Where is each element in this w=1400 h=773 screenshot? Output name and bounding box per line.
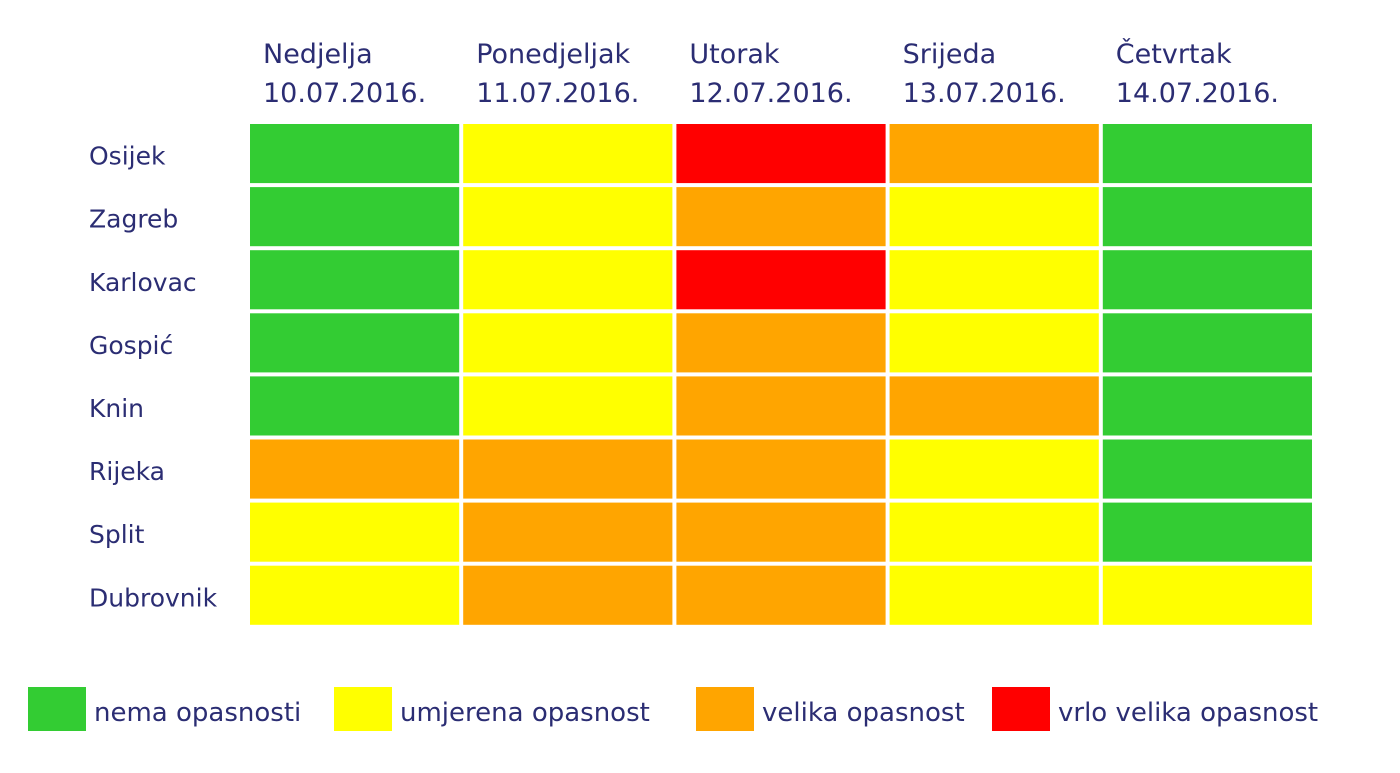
legend-swatch (28, 687, 86, 731)
heatmap-cell (463, 124, 673, 184)
heatmap-cell (250, 250, 460, 310)
column-day-label: Srijeda (903, 39, 997, 70)
heatmap-cell (463, 502, 673, 562)
legend-label: vrlo velika opasnost (1058, 698, 1318, 728)
heatmap-cell (250, 187, 460, 247)
heatmap-cell (1102, 250, 1312, 310)
heatmap-cell (1102, 313, 1312, 373)
heatmap-cell (463, 439, 673, 499)
heatmap-cell (463, 565, 673, 625)
heatmap-cell (250, 502, 460, 562)
row-label: Rijeka (89, 457, 165, 486)
legend-label: velika opasnost (762, 698, 965, 728)
row-label: Karlovac (89, 268, 197, 297)
column-date-label: 11.07.2016. (476, 78, 639, 109)
heatmap-cell (676, 124, 886, 184)
heatmap-cell (676, 250, 886, 310)
column-date-label: 10.07.2016. (263, 78, 426, 109)
row-label: Zagreb (89, 205, 178, 234)
heatmap-cell (1102, 124, 1312, 184)
column-date-label: 13.07.2016. (903, 78, 1066, 109)
legend-label: nema opasnosti (94, 698, 301, 728)
heatmap-cell (676, 376, 886, 436)
column-day-label: Četvrtak (1116, 38, 1232, 70)
heatmap-cell (889, 187, 1099, 247)
heatmap-cell (1102, 187, 1312, 247)
heatmap-cell (676, 565, 886, 625)
row-label: Knin (89, 394, 144, 423)
row-label: Split (89, 520, 145, 549)
heatmap-cell (463, 313, 673, 373)
column-date-label: 14.07.2016. (1116, 78, 1279, 109)
heatmap-cell (889, 313, 1099, 373)
heatmap-cell (676, 502, 886, 562)
heatmap-cell (889, 502, 1099, 562)
heatmap-cell (250, 565, 460, 625)
row-label: Dubrovnik (89, 583, 218, 612)
heatmap-cell (889, 250, 1099, 310)
legend-swatch (334, 687, 392, 731)
heatmap-cell (463, 250, 673, 310)
row-label: Osijek (89, 142, 166, 171)
heatmap-cell (250, 313, 460, 373)
heatmap-cell (889, 439, 1099, 499)
heatmap-cell (250, 376, 460, 436)
legend-swatch (992, 687, 1050, 731)
row-labels: Osijek Zagreb Karlovac Gospić Knin Rijeka Spli… (89, 142, 218, 613)
column-day-label: Ponedjeljak (476, 39, 630, 70)
column-day-label: Nedjelja (263, 39, 373, 70)
heatmap-cell (889, 124, 1099, 184)
heatmap-cell (1102, 439, 1312, 499)
row-label: Gospić (89, 331, 173, 360)
heatmap-cell (889, 376, 1099, 436)
heatmap-cell (250, 439, 460, 499)
heatmap-cell (889, 565, 1099, 625)
heatmap-cell (676, 313, 886, 373)
column-day-label: Utorak (689, 39, 780, 70)
legend-swatch (696, 687, 754, 731)
legend: nema opasnosti umjerena opasnost velika op… (28, 687, 1318, 731)
heatmap-cell (1102, 565, 1312, 625)
heatmap-cell (1102, 376, 1312, 436)
heatmap-cell (676, 439, 886, 499)
heatmap-cell (250, 124, 460, 184)
heatmap-cells (250, 124, 1312, 625)
heatmap-cell (463, 187, 673, 247)
heatmap-cell (463, 376, 673, 436)
legend-label: umjerena opasnost (400, 698, 650, 728)
column-headers: Nedjelja 10.07.2016. Ponedjeljak 11.07.2016… (263, 38, 1279, 109)
heatmap-cell (1102, 502, 1312, 562)
column-date-label: 12.07.2016. (689, 78, 852, 109)
heatmap-cell (676, 187, 886, 247)
